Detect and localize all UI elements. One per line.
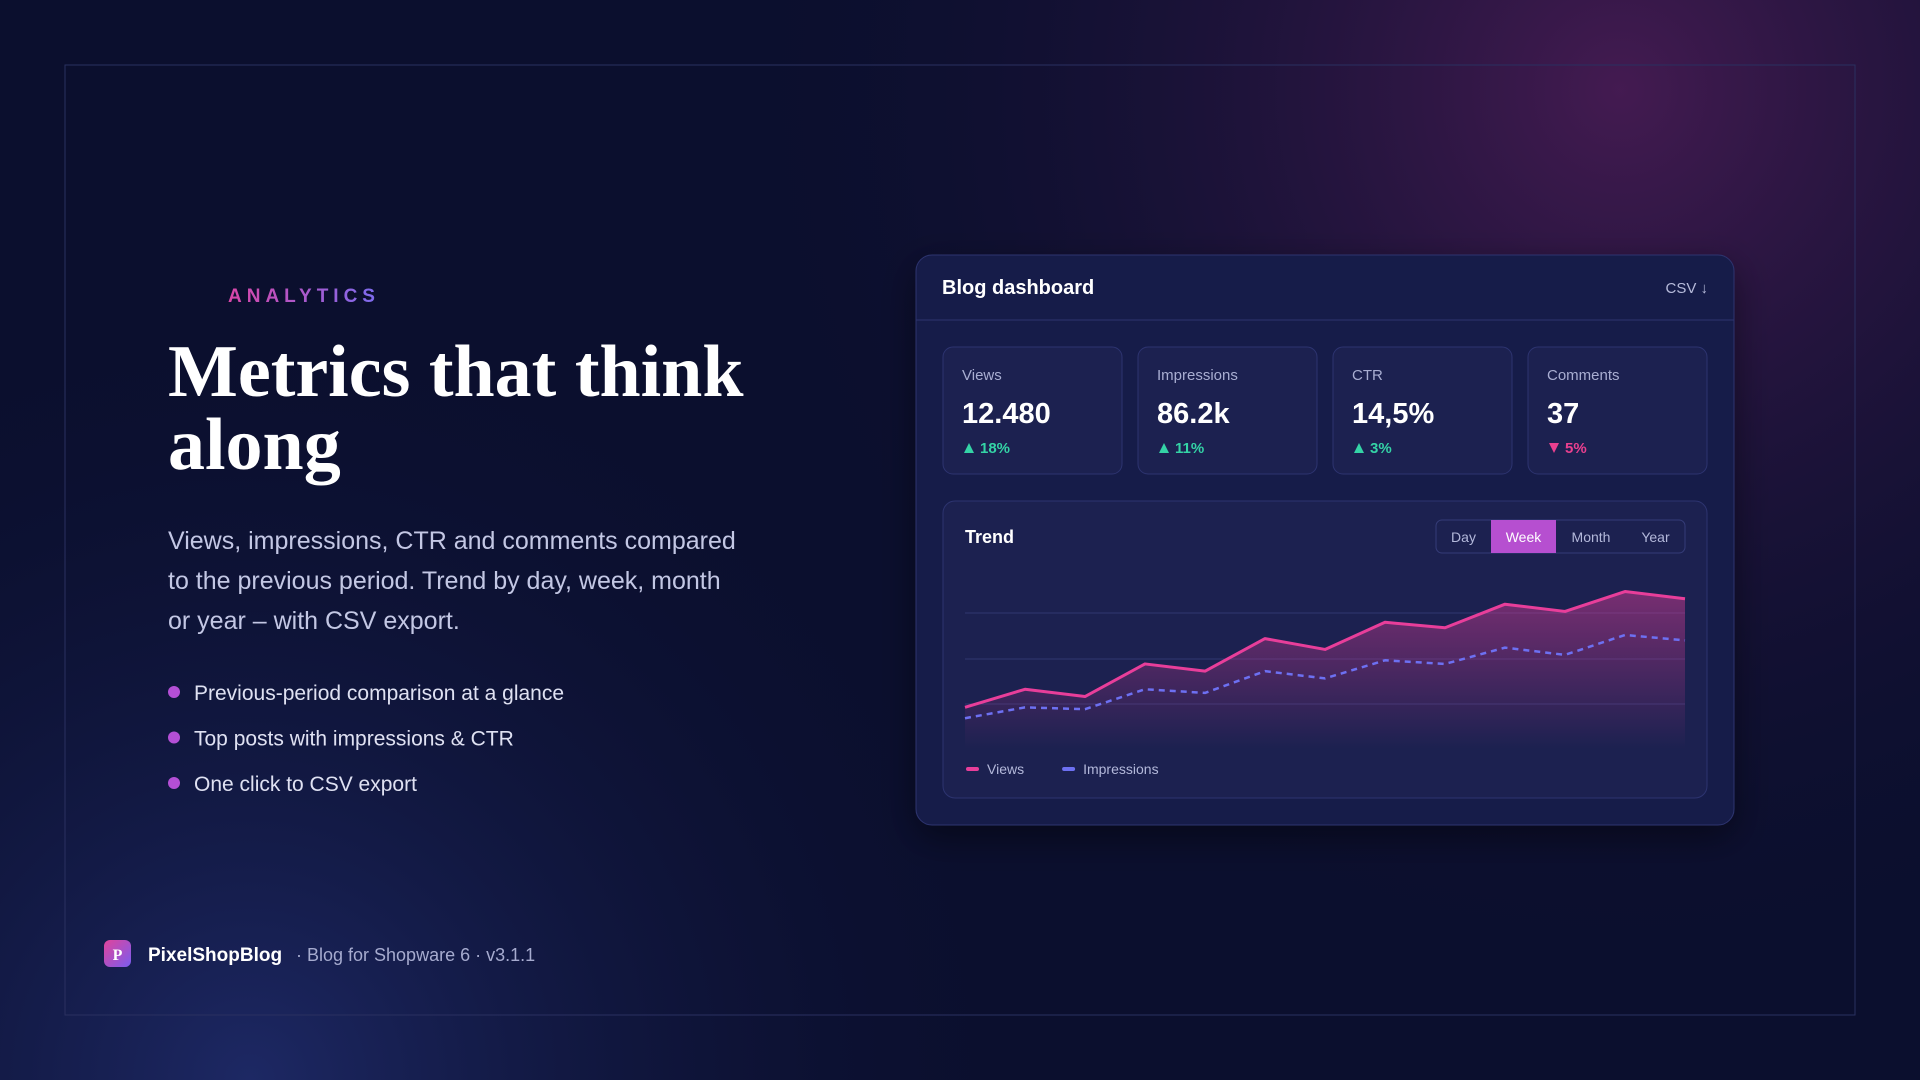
kpi-change: 18%: [980, 440, 1010, 457]
tag: ANALYTICS: [228, 286, 380, 307]
bullet-dot: [168, 686, 180, 698]
description: or year – with CSV export.: [168, 607, 460, 635]
kpi-change: 11%: [1175, 440, 1204, 457]
kpi-label: Comments: [1547, 367, 1620, 384]
kpi-value: 12.480: [962, 398, 1051, 430]
kpi-value: 37: [1547, 398, 1579, 430]
kpi-card: [1527, 346, 1708, 475]
legend-label: Views: [987, 761, 1024, 777]
tab[interactable]: Month: [1572, 529, 1611, 545]
csv-button[interactable]: CSV ↓: [1665, 280, 1708, 297]
tab[interactable]: Day: [1451, 529, 1476, 545]
tab[interactable]: Week: [1506, 529, 1543, 545]
kpi-arrow: [1159, 443, 1169, 453]
legend-marker: [1062, 767, 1076, 771]
kpi-card: [942, 346, 1123, 475]
kpi-change: 3%: [1370, 440, 1392, 457]
brand: PixelShopBlog: [148, 945, 282, 966]
kpi-arrow: [1354, 443, 1364, 453]
area: [965, 591, 1685, 749]
kpi-value: 86.2k: [1157, 398, 1230, 430]
logo: [104, 940, 131, 967]
bullet-dot: [168, 731, 180, 744]
kpi-card: [1137, 346, 1318, 475]
footer-subtitle: · Blog for Shopware 6 · v3.1.1: [296, 945, 535, 965]
line: [964, 633, 1686, 720]
tab-group: [1435, 519, 1686, 554]
bullet: One click to CSV export: [194, 773, 417, 796]
tab[interactable]: Year: [1641, 529, 1670, 545]
legend-label: Impressions: [1083, 761, 1158, 777]
kpi-arrow: [1549, 443, 1559, 453]
dashboard-title: Blog dashboard: [942, 277, 1094, 299]
kpi-change: 5%: [1565, 440, 1587, 457]
bullet: Top posts with impressions & CTR: [194, 728, 514, 751]
kpi-card: [1332, 346, 1513, 475]
kpi-label: Views: [962, 367, 1002, 384]
logo-letter: P: [113, 947, 123, 964]
trend-title: Trend: [965, 527, 1014, 547]
bullet-dot: [168, 777, 180, 789]
frame: [64, 64, 1856, 1016]
description: Views, impressions, CTR and comments com…: [168, 527, 736, 555]
kpi-arrow: [964, 443, 974, 453]
kpi-label: CTR: [1352, 367, 1383, 384]
headline: Metrics that think: [168, 331, 744, 413]
tab-active: [1491, 520, 1556, 553]
bullet: Previous-period comparison at a glance: [194, 682, 564, 705]
line: [964, 590, 1686, 709]
kpi-value: 14,5%: [1352, 398, 1434, 430]
headline: along: [168, 404, 341, 486]
kpi-label: Impressions: [1157, 367, 1238, 384]
legend-marker: [966, 767, 979, 771]
description: to the previous period. Trend by day, we…: [168, 567, 721, 595]
